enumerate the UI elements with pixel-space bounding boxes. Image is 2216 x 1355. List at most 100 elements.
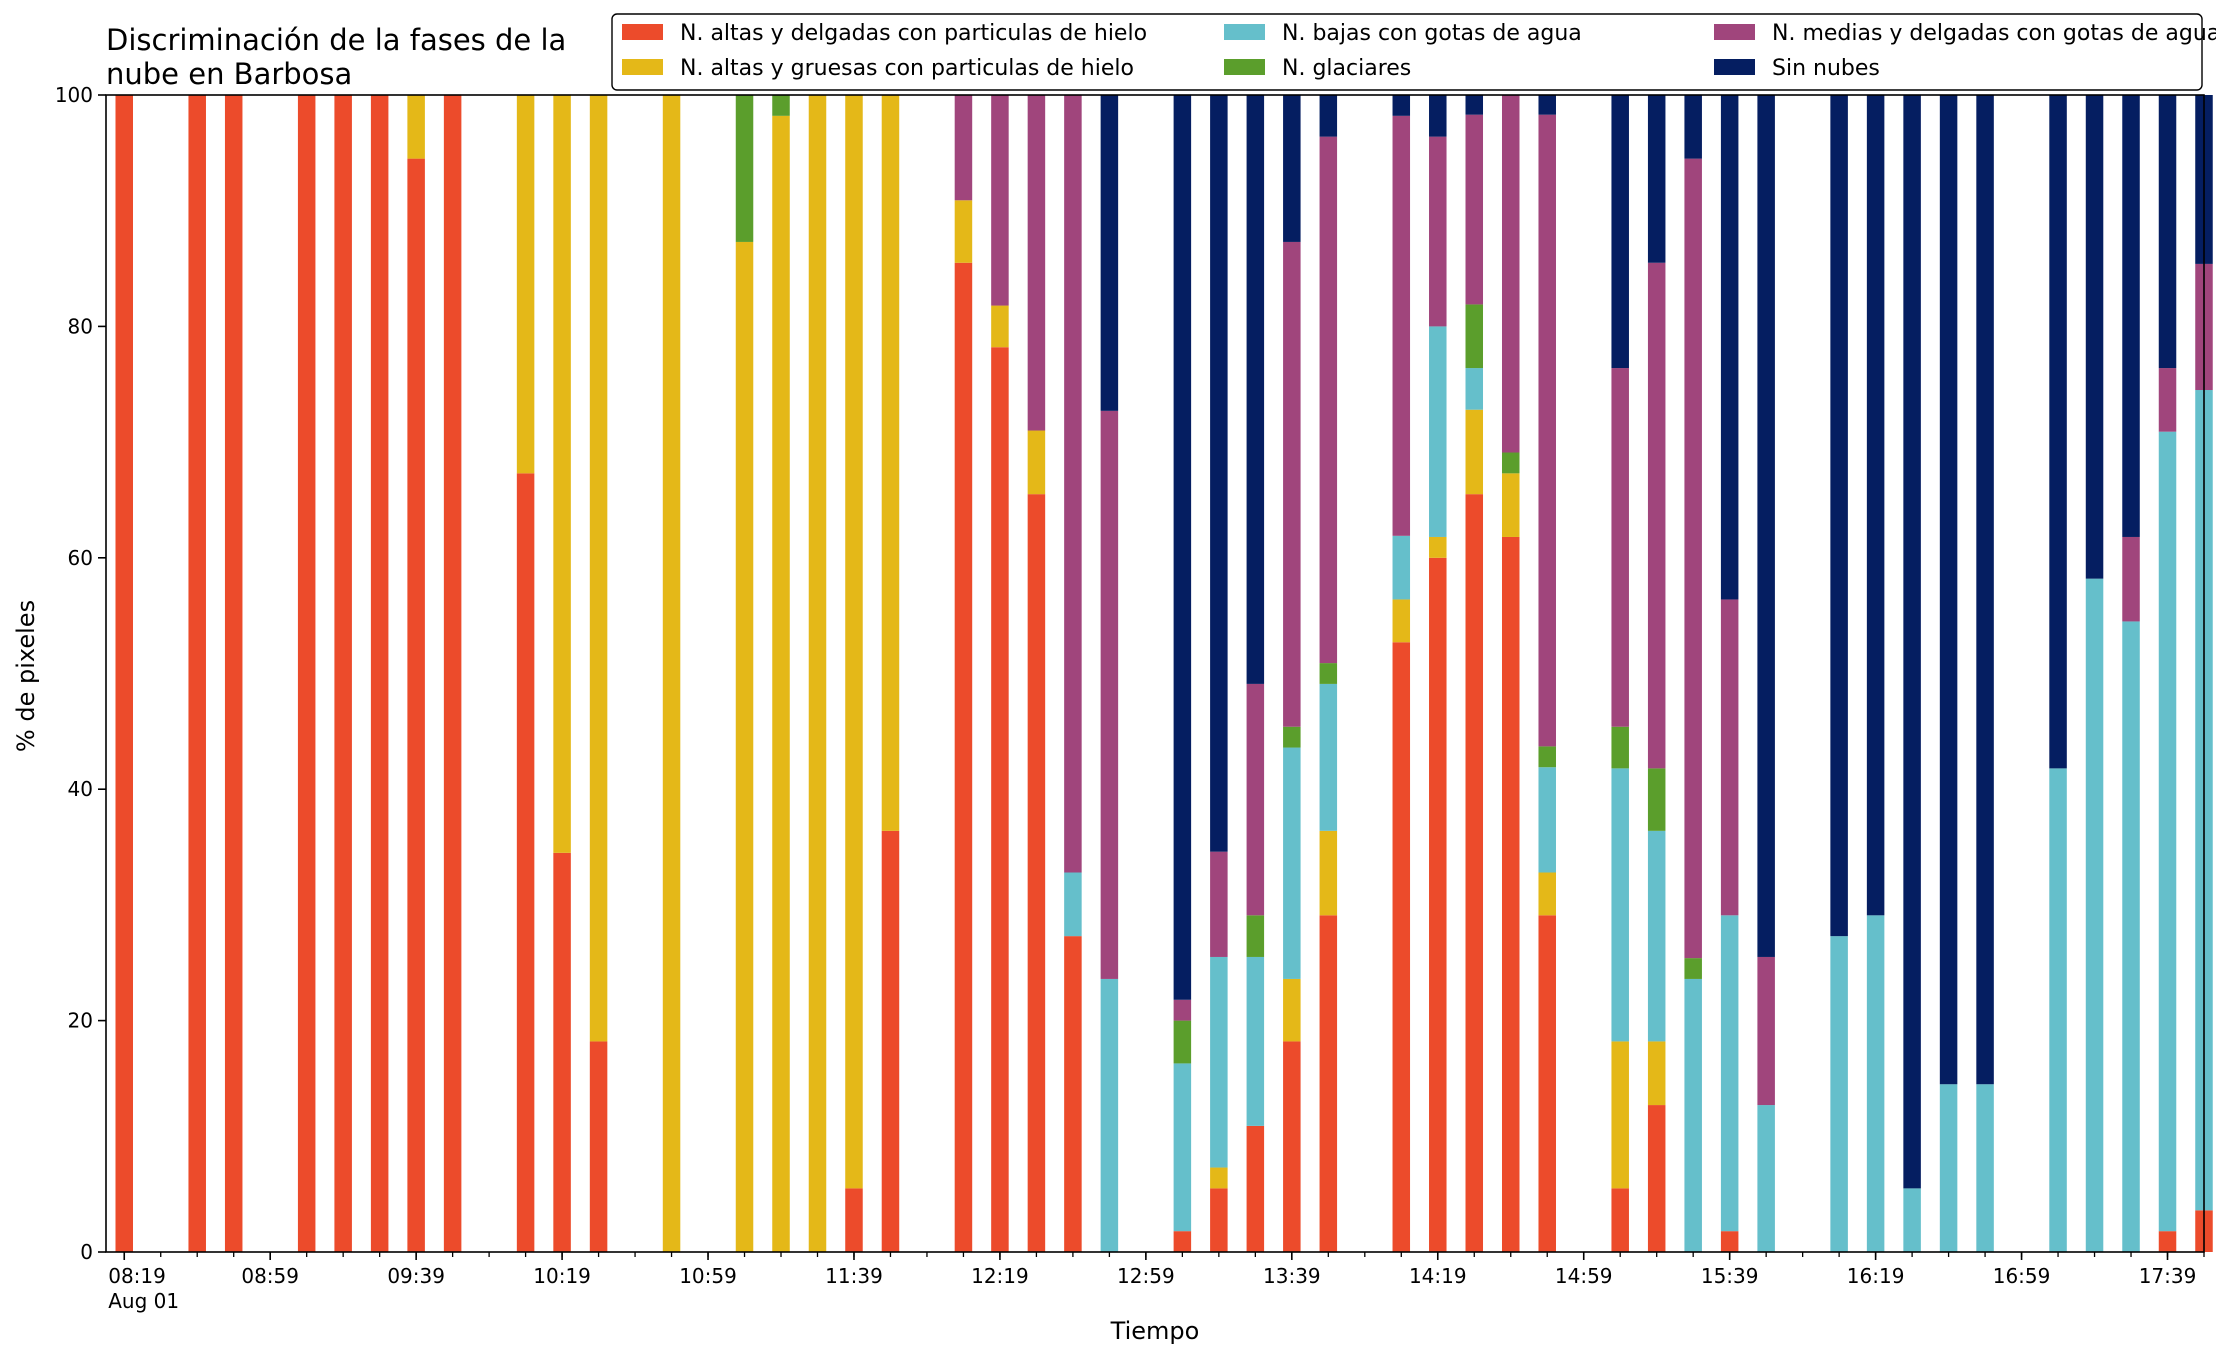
x-axis-title: Tiempo — [1110, 1317, 1200, 1345]
x-tick-label-10: 14:59 — [1555, 1264, 1613, 1288]
chart-title-line-2: nube en Barbosa — [106, 57, 352, 91]
bar-segment-medias-36 — [1757, 956, 1775, 1106]
bar-segment-sin_nubes-33 — [1647, 95, 1666, 263]
bar-segment-altas_delgadas-23 — [1210, 1188, 1228, 1252]
bar-segment-sin_nubes-37 — [1830, 95, 1848, 937]
bar-segment-sin_nubes-38 — [1866, 95, 1885, 916]
bar-segment-bajas-43 — [2085, 578, 2104, 1252]
bar-segment-sin_nubes-22 — [1173, 95, 1192, 1000]
bar-segment-medias-20 — [1064, 95, 1082, 873]
bar-segment-bajas-27 — [1392, 535, 1411, 600]
bar-segment-glaciares-22 — [1173, 1020, 1192, 1064]
bar-segment-altas_delgadas-16 — [881, 830, 900, 1252]
bar-segment-altas_gruesas-31 — [1538, 872, 1556, 916]
bar-segment-bajas-36 — [1757, 1105, 1775, 1252]
bar-segment-altas_gruesas-11 — [662, 95, 681, 1252]
bar-segment-altas_delgadas-2 — [224, 95, 243, 1252]
bar-segment-altas_gruesas-12 — [735, 241, 754, 1252]
legend-box — [611, 13, 2203, 91]
bar-segment-medias-35 — [1720, 599, 1739, 916]
bar-segment-bajas-44 — [2122, 621, 2140, 1252]
bar-segment-altas_delgadas-5 — [370, 95, 389, 1252]
x-tick-label-4: 10:59 — [679, 1264, 737, 1288]
bar-segment-altas_gruesas-29 — [1465, 409, 1484, 495]
bar-segment-altas_delgadas-7 — [443, 95, 462, 1252]
bar-segment-glaciares-34 — [1684, 958, 1702, 979]
bar-segment-medias-44 — [2122, 536, 2140, 622]
legend-swatch-sin_nubes — [1714, 59, 1755, 75]
legend-swatch-medias — [1714, 24, 1755, 40]
legend-swatch-glaciares — [1224, 59, 1265, 75]
bar-segment-medias-27 — [1392, 115, 1411, 536]
bars-layer — [115, 95, 2213, 1253]
bar-segment-glaciares-25 — [1283, 726, 1301, 748]
bar-segment-sin_nubes-32 — [1611, 95, 1629, 369]
bar-segment-altas_gruesas-8 — [516, 95, 535, 474]
x-tick-label-11: 15:39 — [1701, 1264, 1759, 1288]
bar-segment-medias-29 — [1465, 114, 1484, 305]
bar-segment-altas_gruesas-23 — [1210, 1167, 1228, 1189]
bar-segment-altas_delgadas-29 — [1465, 494, 1484, 1252]
x-tick-label-14: 17:39 — [2139, 1264, 2197, 1288]
bar-segment-glaciares-12 — [735, 95, 754, 242]
bar-segment-altas_gruesas-17 — [954, 200, 973, 263]
bar-segment-altas_gruesas-13 — [772, 115, 790, 1253]
bar-segment-bajas-22 — [1173, 1063, 1192, 1232]
bar-segment-glaciares-26 — [1319, 663, 1338, 684]
bar-segment-altas_delgadas-19 — [1027, 494, 1046, 1252]
bar-segment-altas_delgadas-32 — [1611, 1188, 1629, 1252]
bar-segment-bajas-25 — [1283, 747, 1301, 979]
bar-segment-sin_nubes-24 — [1246, 95, 1265, 684]
bar-segment-medias-25 — [1283, 241, 1301, 727]
bar-segment-bajas-23 — [1210, 956, 1228, 1168]
bar-segment-sin_nubes-28 — [1429, 95, 1447, 137]
bar-segment-altas_gruesas-32 — [1611, 1041, 1629, 1189]
bar-segment-bajas-41 — [1976, 1084, 1994, 1252]
bar-segment-altas_delgadas-25 — [1283, 1041, 1301, 1252]
bar-segment-bajas-24 — [1246, 956, 1265, 1126]
bar-segment-sin_nubes-34 — [1684, 95, 1702, 159]
bar-segment-sin_nubes-41 — [1976, 95, 1994, 1085]
bar-segment-bajas-38 — [1866, 915, 1885, 1252]
bar-segment-altas_delgadas-17 — [954, 262, 973, 1252]
x-tick-sublabel-0: Aug 01 — [108, 1289, 179, 1313]
bar-segment-sin_nubes-40 — [1939, 95, 1958, 1085]
bar-segment-glaciares-31 — [1538, 746, 1556, 768]
bar-segment-altas_delgadas-30 — [1501, 536, 1520, 1252]
bar-segment-sin_nubes-31 — [1538, 95, 1556, 115]
bar-segment-altas_delgadas-33 — [1647, 1105, 1666, 1252]
bar-segment-bajas-32 — [1611, 768, 1629, 1042]
bar-segment-medias-21 — [1100, 410, 1119, 979]
bar-segment-bajas-45 — [2158, 431, 2177, 1232]
bar-segment-glaciares-24 — [1246, 915, 1265, 957]
legend-swatch-altas_delgadas — [622, 24, 663, 40]
legend-label-glaciares: N. glaciares — [1282, 56, 1411, 81]
x-tick-label-3: 10:19 — [533, 1264, 591, 1288]
y-tick-label-0: 0 — [80, 1240, 93, 1264]
bar-segment-bajas-34 — [1684, 978, 1702, 1252]
bar-segment-altas_delgadas-31 — [1538, 915, 1556, 1252]
x-tick-label-8: 13:39 — [1263, 1264, 1321, 1288]
bar-segment-sin_nubes-25 — [1283, 95, 1301, 242]
bar-segment-glaciares-13 — [772, 95, 790, 116]
bar-segment-altas_gruesas-9 — [553, 95, 571, 853]
chart-title-line-1: Discriminación de la fases de la — [106, 23, 566, 57]
bar-segment-bajas-40 — [1939, 1084, 1958, 1252]
bar-segment-medias-24 — [1246, 683, 1265, 916]
bar-segment-medias-28 — [1429, 136, 1447, 327]
bar-segment-medias-45 — [2158, 368, 2177, 432]
bar-segment-altas_gruesas-10 — [589, 95, 608, 1042]
x-tick-label-9: 14:19 — [1409, 1264, 1467, 1288]
bar-segment-altas_delgadas-1 — [188, 95, 206, 1252]
bar-segment-altas_gruesas-33 — [1647, 1041, 1666, 1106]
legend-label-altas_delgadas: N. altas y delgadas con particulas de hi… — [680, 21, 1147, 46]
bar-segment-bajas-42 — [2049, 768, 2067, 1252]
bar-segment-sin_nubes-26 — [1319, 95, 1338, 137]
bar-segment-altas_delgadas-20 — [1064, 936, 1082, 1252]
x-tick-label-12: 16:19 — [1847, 1264, 1905, 1288]
bar-segment-altas_gruesas-25 — [1283, 978, 1301, 1042]
bar-segment-bajas-29 — [1465, 368, 1484, 410]
legend-label-altas_gruesas: N. altas y gruesas con particulas de hie… — [680, 56, 1134, 81]
bar-segment-sin_nubes-27 — [1392, 95, 1411, 116]
